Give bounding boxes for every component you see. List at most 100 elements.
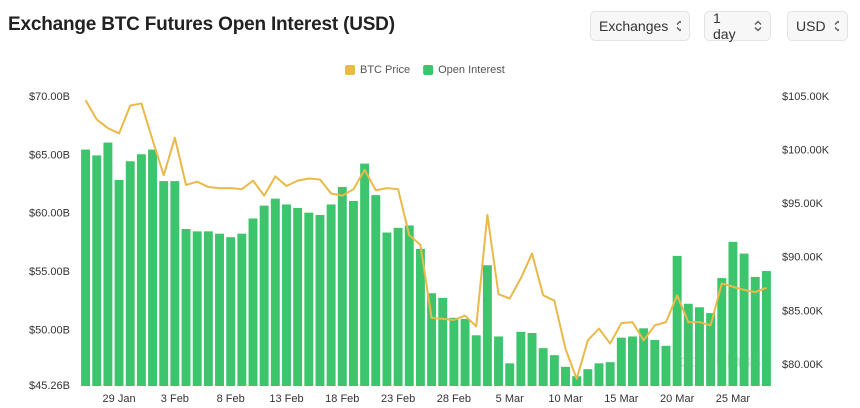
chevron (676, 20, 681, 32)
bar (449, 317, 459, 386)
bar (527, 332, 537, 386)
bar (136, 154, 146, 386)
bar (683, 303, 693, 386)
chevron (834, 20, 839, 32)
bar (505, 363, 515, 386)
exchange-dropdown[interactable]: Exchanges (590, 11, 690, 41)
bar (181, 229, 191, 386)
bar (482, 265, 492, 386)
bar (371, 195, 381, 386)
bar (270, 198, 280, 386)
bar (259, 205, 269, 386)
bar (460, 318, 470, 386)
bar (438, 297, 448, 386)
bar (605, 362, 615, 386)
x-tick-label: 20 Mar (660, 393, 695, 405)
bar (192, 231, 202, 386)
bar (170, 181, 180, 386)
bar (237, 233, 247, 386)
bar (159, 181, 169, 386)
bar (248, 218, 258, 386)
bar (382, 232, 392, 386)
y2-tick-label: $85.00K (782, 305, 824, 317)
bar (706, 313, 716, 386)
legend-label: BTC Price (360, 64, 410, 76)
x-tick-label: 29 Jan (103, 393, 136, 405)
bar (226, 237, 236, 386)
bar (337, 186, 347, 386)
x-tick-label: 10 Mar (548, 393, 583, 405)
bar (672, 255, 682, 386)
bar (92, 155, 102, 386)
bar (750, 276, 760, 386)
x-tick-label: 8 Feb (217, 393, 245, 405)
x-tick-label: 28 Feb (437, 393, 471, 405)
bar (415, 248, 425, 386)
bar (594, 363, 604, 386)
bar (282, 204, 291, 386)
bar (315, 214, 325, 386)
bar (293, 207, 303, 386)
x-tick-label: 5 Mar (496, 393, 524, 405)
bar (148, 149, 158, 386)
chevron (754, 20, 762, 32)
bar (717, 278, 727, 386)
bar (616, 337, 626, 386)
y2-tick-label: $80.00K (782, 359, 824, 371)
bar (739, 253, 749, 386)
y-tick-label: $50.00B (29, 325, 70, 337)
bar (661, 345, 671, 386)
bar (694, 307, 704, 386)
dropdown-label: 1 day (713, 10, 736, 42)
bar (404, 225, 414, 386)
currency-dropdown[interactable]: USD (787, 11, 848, 41)
bar (549, 355, 559, 386)
x-tick-label: 25 Mar (716, 393, 751, 405)
page-title: Exchange BTC Futures Open Interest (USD) (8, 14, 395, 35)
legend-swatch (345, 65, 355, 75)
bar (304, 212, 314, 386)
x-tick-label: 23 Feb (381, 393, 415, 405)
dropdown-label: USD (796, 18, 826, 34)
bar (538, 348, 548, 386)
y-tick-label: $65.00B (29, 149, 70, 161)
bar (583, 369, 593, 386)
bar (393, 227, 403, 386)
bar (628, 336, 637, 386)
y2-tick-label: $90.00K (782, 252, 824, 264)
bar (572, 376, 582, 386)
interval-dropdown[interactable]: 1 day (704, 10, 771, 42)
y2-tick-label: $105.00K (782, 91, 830, 103)
y-tick-label: $60.00B (29, 208, 70, 220)
x-tick-label: 15 Mar (604, 393, 639, 405)
bar (639, 328, 649, 386)
x-tick-label: 18 Feb (325, 393, 359, 405)
bar (761, 271, 771, 386)
bar (348, 200, 358, 386)
bar (203, 231, 213, 386)
bar (650, 339, 660, 386)
bar (471, 335, 481, 386)
bar (103, 142, 113, 386)
price-line (84, 99, 767, 380)
bar (360, 163, 370, 386)
x-tick-label: 13 Feb (269, 393, 303, 405)
bar (125, 161, 135, 386)
legend-swatch (423, 65, 434, 75)
y2-tick-label: $95.00K (782, 198, 824, 210)
bar (561, 366, 570, 386)
bar (81, 149, 91, 386)
bar (728, 241, 738, 386)
bar (215, 233, 224, 386)
y-tick-label: $45.26B (29, 380, 70, 392)
x-tick-label: 3 Feb (161, 393, 189, 405)
bar (427, 293, 437, 386)
y-tick-label: $70.00B (29, 91, 70, 103)
bar (326, 204, 336, 386)
bar (114, 179, 124, 386)
bar (494, 336, 504, 386)
y2-tick-label: $100.00K (782, 145, 830, 157)
legend-label: Open Interest (438, 64, 505, 76)
